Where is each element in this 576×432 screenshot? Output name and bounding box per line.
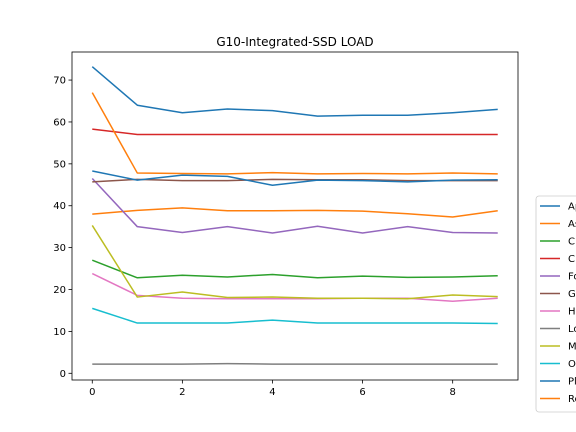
y-tick-label: 40 <box>53 201 66 212</box>
series-line-9 <box>92 307 498 325</box>
legend-label-0: Ap <box>568 202 576 213</box>
legend-label-8: M <box>568 342 576 353</box>
y-tick-label: 70 <box>53 76 66 87</box>
legend-label-7: Lo <box>568 324 576 335</box>
legend: Ap As CC Fo GH Lo MO Pl Re <box>535 195 576 413</box>
x-tick-label: 6 <box>359 387 365 398</box>
y-tick-label: 0 <box>60 369 66 380</box>
series-line-8 <box>91 225 498 300</box>
series-line-2 <box>91 259 498 279</box>
x-tick-label: 8 <box>449 387 455 398</box>
axes: 0 2 4 6 8 0 10 20 30 40 50 60 70 <box>53 51 519 398</box>
legend-label-6: H <box>568 307 576 318</box>
series-line-4 <box>91 177 498 234</box>
series-line-3 <box>92 128 498 136</box>
legend-label-10: Pl <box>568 377 576 388</box>
legend-label-5: G <box>568 289 576 300</box>
y-tick-label: 50 <box>53 159 66 170</box>
y-tick-label: 30 <box>53 243 66 254</box>
x-tick-label: 0 <box>89 387 95 398</box>
x-tick-label: 2 <box>179 387 185 398</box>
legend-label-1: As <box>568 219 576 230</box>
series-line-0 <box>91 66 498 117</box>
legend-label-11: Re <box>568 394 576 405</box>
legend-label-2: C <box>568 237 575 248</box>
legend-label-3: C <box>568 254 575 265</box>
series-line-6 <box>91 272 498 302</box>
x-tick-label: 4 <box>269 387 275 398</box>
legend-box <box>535 195 576 413</box>
y-tick-label: 10 <box>53 327 66 338</box>
series-line-11 <box>91 92 498 175</box>
y-tick-label: 20 <box>53 285 66 296</box>
series-line-10 <box>92 170 498 186</box>
series-lines <box>91 66 498 365</box>
chart-title: G10-Integrated-SSD LOAD <box>216 35 373 49</box>
legend-label-4: Fo <box>568 272 576 283</box>
y-tick-label: 60 <box>53 117 66 128</box>
plot-frame <box>71 51 519 381</box>
series-line-1 <box>92 207 498 218</box>
legend-label-9: O <box>568 359 576 370</box>
